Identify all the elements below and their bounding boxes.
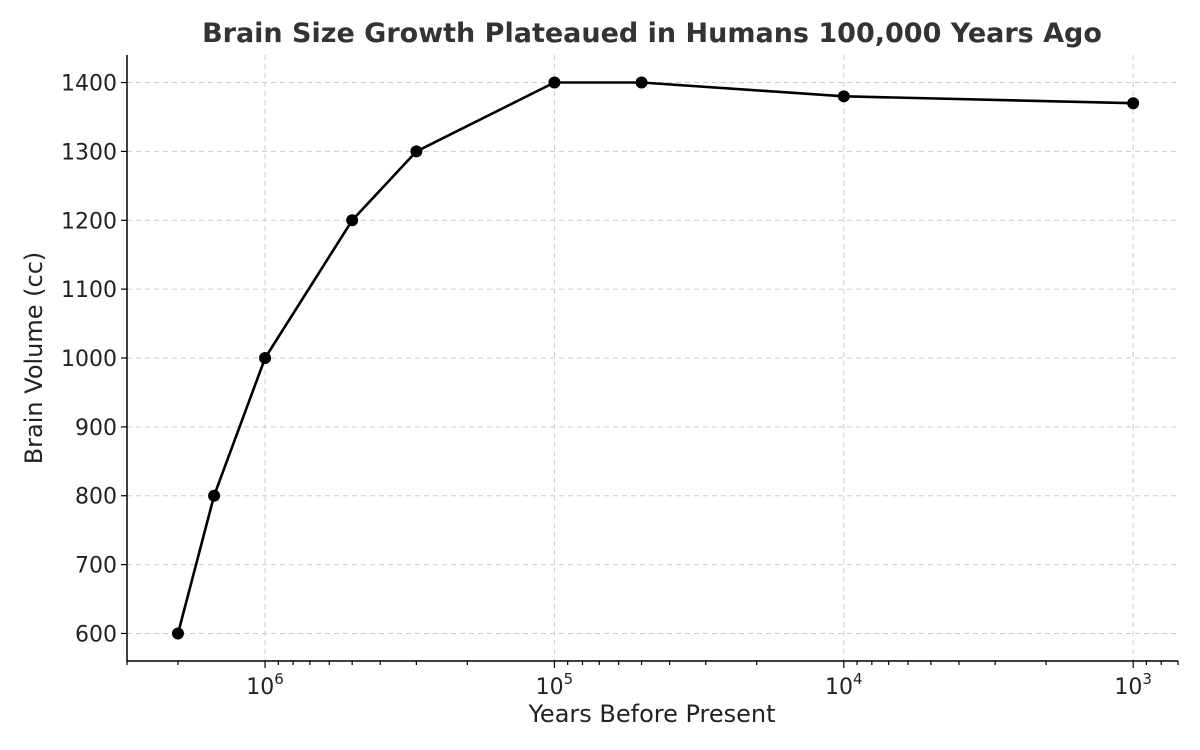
data-point — [1127, 97, 1140, 110]
data-point — [635, 76, 648, 89]
y-tick-label: 1200 — [61, 209, 117, 234]
x-tick-label-exponent: 4 — [853, 670, 863, 688]
y-axis-label: Brain Volume (cc) — [20, 252, 48, 465]
data-point — [837, 90, 850, 103]
x-tick-label: 103 — [1114, 670, 1152, 700]
y-tick-label: 600 — [75, 622, 117, 647]
data-point — [259, 352, 272, 364]
data-point — [208, 489, 221, 502]
series-line — [176, 81, 1134, 634]
chart-title: Brain Size Growth Plateaued in Humans 10… — [202, 18, 1102, 49]
y-tick-label: 1100 — [61, 278, 117, 303]
x-tick-label-base: 10 — [1114, 675, 1142, 700]
x-tick-label: 104 — [825, 670, 863, 700]
x-tick-label-exponent: 5 — [564, 670, 574, 688]
data-point — [410, 145, 423, 158]
data-point — [548, 76, 561, 89]
y-tick-label: 1300 — [61, 140, 117, 165]
data-point — [346, 214, 359, 227]
y-tick-label: 800 — [75, 485, 117, 510]
y-tick-label: 700 — [75, 554, 117, 579]
x-tick-label: 106 — [246, 670, 284, 700]
y-tick-label: 1400 — [61, 72, 117, 97]
y-tick-label: 900 — [75, 416, 117, 441]
x-tick-label-exponent: 6 — [274, 670, 284, 688]
x-tick-label-base: 10 — [246, 675, 274, 700]
x-tick-label-exponent: 3 — [1142, 670, 1152, 688]
series — [171, 76, 1140, 640]
x-axis-label: Years Before Present — [527, 700, 775, 728]
x-tick-label-base: 10 — [536, 675, 564, 700]
x-tick-label-base: 10 — [825, 675, 853, 700]
y-tick-label: 1000 — [61, 347, 117, 372]
grid — [127, 55, 1178, 661]
x-tick-label: 105 — [536, 670, 574, 700]
data-point — [171, 627, 184, 640]
